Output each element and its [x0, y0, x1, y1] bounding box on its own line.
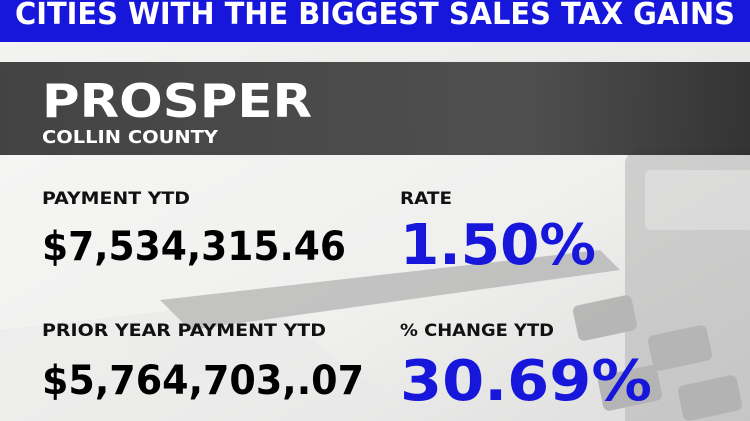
background-photo [0, 150, 750, 421]
overlay [0, 155, 750, 421]
stat-value: $7,534,315.46 [42, 224, 346, 270]
stat-label: RATE [400, 189, 452, 209]
stat-value: $5,764,703,.07 [42, 358, 364, 404]
banner [0, 0, 750, 42]
city-band [0, 62, 750, 155]
county-name: COLLIN COUNTY [42, 127, 219, 148]
city-name: PROSPER [42, 74, 312, 128]
banner-title: CITIES WITH THE BIGGEST SALES TAX GAINS [15, 0, 735, 32]
stat-value: 1.50% [400, 213, 596, 278]
stat-value: 30.69% [400, 349, 652, 414]
stat-label: % CHANGE YTD [400, 321, 554, 341]
stat-label: PRIOR YEAR PAYMENT YTD [42, 321, 326, 341]
stat-label: PAYMENT YTD [42, 189, 190, 209]
